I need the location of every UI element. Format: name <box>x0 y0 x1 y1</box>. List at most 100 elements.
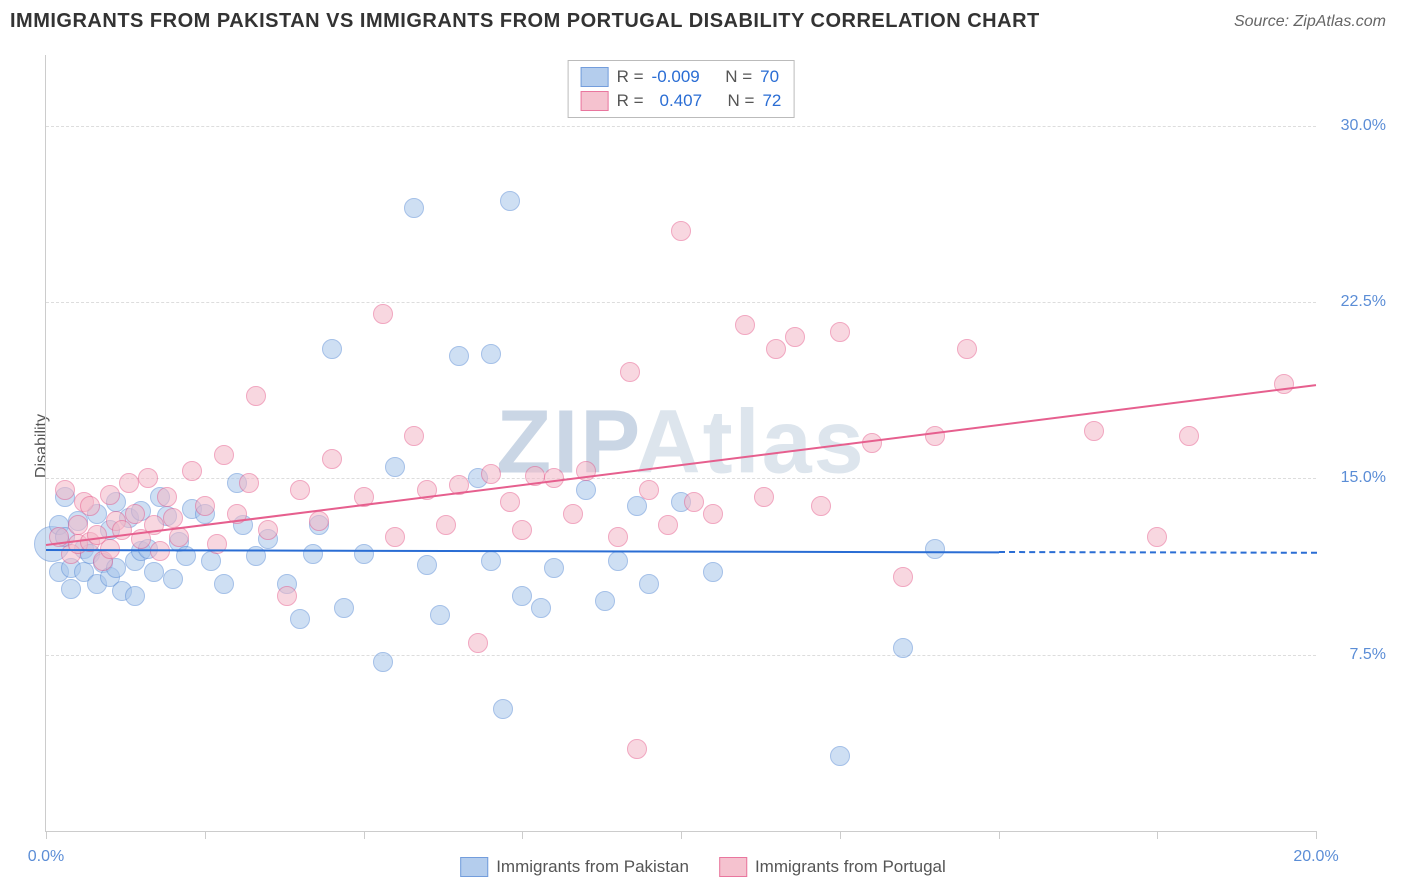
legend-bottom: Immigrants from Pakistan Immigrants from… <box>460 857 946 877</box>
scatter-point <box>385 457 405 477</box>
scatter-chart: ZIPAtlas R = -0.009 N = 70 R = 0.407 N =… <box>45 55 1316 832</box>
legend-stats: R = -0.009 N = 70 R = 0.407 N = 72 <box>568 60 795 118</box>
scatter-point <box>163 508 183 528</box>
scatter-point <box>658 515 678 535</box>
scatter-point <box>322 339 342 359</box>
x-tick <box>205 831 206 839</box>
x-tick-label: 0.0% <box>28 848 64 866</box>
legend-swatch-pakistan-b <box>460 857 488 877</box>
y-tick-label: 15.0% <box>1341 469 1386 487</box>
scatter-point <box>157 487 177 507</box>
scatter-point <box>703 504 723 524</box>
x-tick <box>681 831 682 839</box>
scatter-point <box>512 586 532 606</box>
x-tick <box>999 831 1000 839</box>
scatter-point <box>61 579 81 599</box>
chart-title: IMMIGRANTS FROM PAKISTAN VS IMMIGRANTS F… <box>10 10 1040 33</box>
scatter-point <box>277 586 297 606</box>
scatter-point <box>925 426 945 446</box>
scatter-point <box>481 464 501 484</box>
scatter-point <box>481 344 501 364</box>
scatter-point <box>957 339 977 359</box>
scatter-point <box>119 473 139 493</box>
scatter-point <box>373 652 393 672</box>
y-tick-label: 22.5% <box>1341 293 1386 311</box>
scatter-point <box>544 558 564 578</box>
scatter-point <box>493 699 513 719</box>
scatter-point <box>125 504 145 524</box>
scatter-point <box>766 339 786 359</box>
scatter-point <box>290 480 310 500</box>
scatter-point <box>417 555 437 575</box>
scatter-point <box>100 485 120 505</box>
scatter-point <box>512 520 532 540</box>
scatter-point <box>322 449 342 469</box>
scatter-point <box>735 315 755 335</box>
scatter-point <box>182 461 202 481</box>
scatter-point <box>385 527 405 547</box>
legend-swatch-portugal-b <box>719 857 747 877</box>
trendline <box>998 551 1316 554</box>
x-tick <box>1316 831 1317 839</box>
scatter-point <box>125 586 145 606</box>
scatter-point <box>500 191 520 211</box>
scatter-point <box>246 386 266 406</box>
scatter-point <box>404 198 424 218</box>
y-tick-label: 7.5% <box>1350 646 1386 664</box>
scatter-point <box>163 569 183 589</box>
scatter-point <box>563 504 583 524</box>
scatter-point <box>576 480 596 500</box>
x-tick <box>1157 831 1158 839</box>
scatter-point <box>80 496 100 516</box>
scatter-point <box>639 574 659 594</box>
scatter-point <box>608 551 628 571</box>
scatter-point <box>468 633 488 653</box>
legend-swatch-pakistan <box>581 67 609 87</box>
scatter-point <box>195 496 215 516</box>
scatter-point <box>239 473 259 493</box>
legend-swatch-portugal <box>581 91 609 111</box>
scatter-point <box>893 638 913 658</box>
scatter-point <box>608 527 628 547</box>
scatter-point <box>430 605 450 625</box>
gridline <box>46 655 1316 656</box>
scatter-point <box>214 574 234 594</box>
scatter-point <box>684 492 704 512</box>
legend-item-pakistan: Immigrants from Pakistan <box>460 857 689 877</box>
gridline <box>46 126 1316 127</box>
gridline <box>46 302 1316 303</box>
scatter-point <box>334 598 354 618</box>
scatter-point <box>138 468 158 488</box>
scatter-point <box>830 746 850 766</box>
scatter-point <box>531 598 551 618</box>
scatter-point <box>620 362 640 382</box>
scatter-point <box>144 562 164 582</box>
legend-row-pakistan: R = -0.009 N = 70 <box>581 65 782 89</box>
scatter-point <box>639 480 659 500</box>
scatter-point <box>811 496 831 516</box>
y-tick-label: 30.0% <box>1341 117 1386 135</box>
x-tick <box>522 831 523 839</box>
x-tick <box>46 831 47 839</box>
x-tick <box>364 831 365 839</box>
scatter-point <box>449 346 469 366</box>
scatter-point <box>404 426 424 446</box>
scatter-point <box>1084 421 1104 441</box>
scatter-point <box>830 322 850 342</box>
x-tick-label: 20.0% <box>1293 848 1338 866</box>
scatter-point <box>303 544 323 564</box>
scatter-point <box>258 520 278 540</box>
trendline <box>46 384 1316 546</box>
scatter-point <box>671 221 691 241</box>
scatter-point <box>595 591 615 611</box>
scatter-point <box>373 304 393 324</box>
scatter-point <box>627 739 647 759</box>
scatter-point <box>309 511 329 531</box>
legend-row-portugal: R = 0.407 N = 72 <box>581 89 782 113</box>
scatter-point <box>893 567 913 587</box>
scatter-point <box>627 496 647 516</box>
scatter-point <box>290 609 310 629</box>
scatter-point <box>1179 426 1199 446</box>
chart-header: IMMIGRANTS FROM PAKISTAN VS IMMIGRANTS F… <box>0 0 1406 38</box>
scatter-point <box>703 562 723 582</box>
